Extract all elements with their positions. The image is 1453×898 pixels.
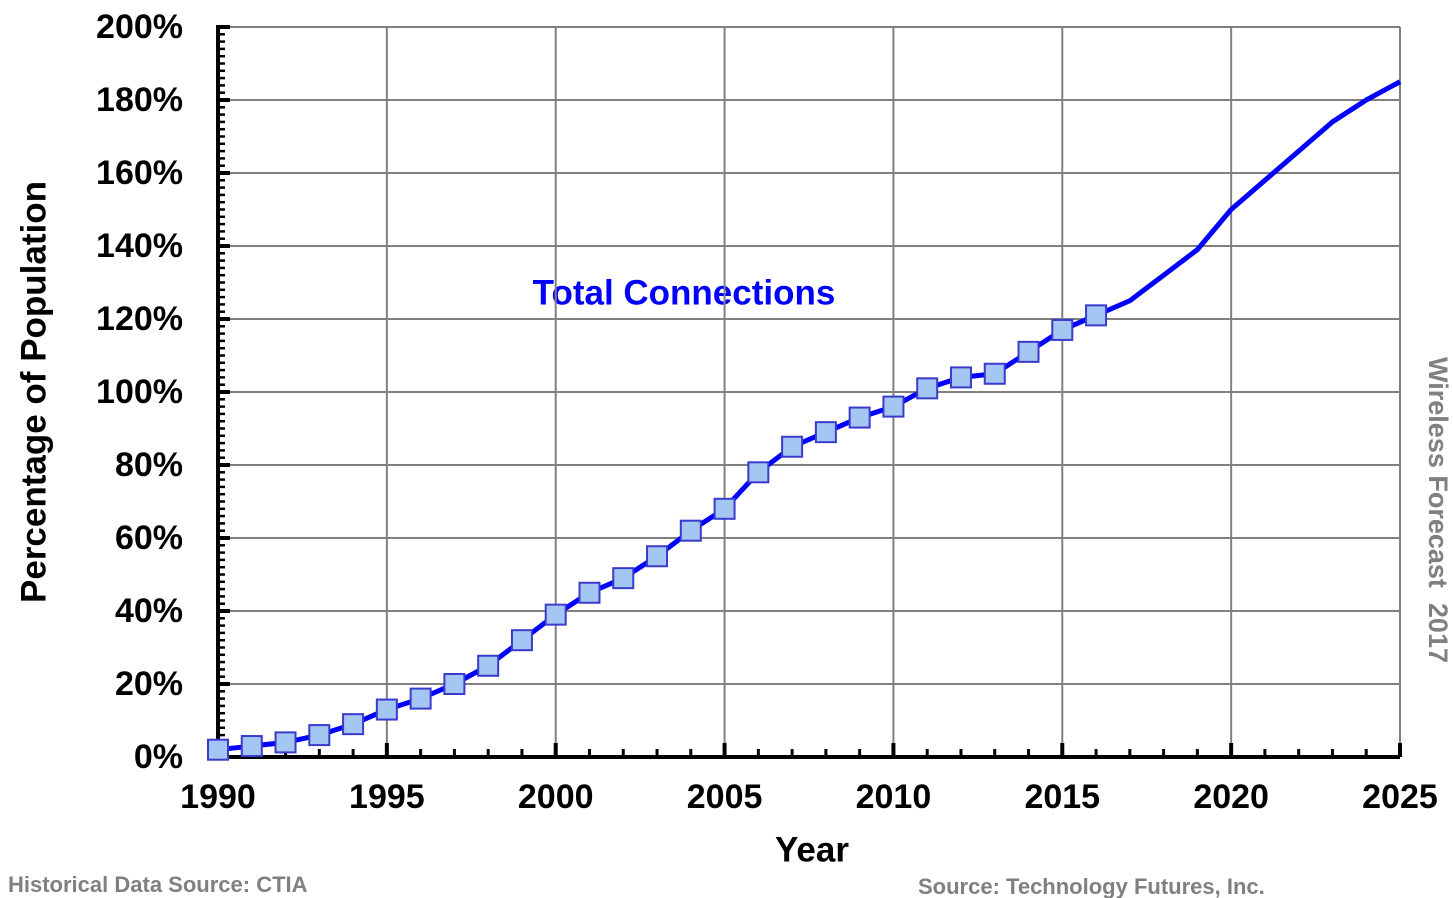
data-point [814,421,837,444]
data-point [578,581,601,604]
y-axis-title: Percentage of Population [14,181,53,603]
data-point [207,738,229,761]
y-tick-label: 200% [96,8,183,46]
y-tick-label: 120% [96,300,183,338]
data-point [477,654,500,677]
data-point [781,435,804,458]
x-axis-title: Year [775,830,849,869]
data-point [510,629,533,652]
data-point [1085,304,1108,327]
data-point [1017,340,1040,363]
y-tick-label: 140% [96,227,183,265]
y-tick-label: 180% [96,81,183,119]
data-point [679,519,702,542]
data-point [342,713,365,736]
data-point [882,395,905,418]
source-left: Historical Data Source: CTIA [8,872,308,897]
x-tick-label: 1995 [349,778,425,816]
y-tick-label: 60% [115,519,183,557]
x-tick-label: 2005 [687,778,763,816]
data-point [747,461,770,484]
data-point [646,545,669,568]
y-tick-label: 20% [115,665,183,703]
data-point [274,731,297,754]
x-tick-label: 2015 [1024,778,1100,816]
x-tick-label: 2020 [1193,778,1269,816]
data-point [848,406,871,429]
data-point [443,673,466,695]
data-point [240,735,263,758]
source-right: Source: Technology Futures, Inc. [918,874,1265,898]
data-point [544,603,567,626]
x-tick-label: 2025 [1362,778,1438,816]
side-note: Wireless Forecast 2017 [1423,357,1453,663]
x-tick-label: 1990 [180,778,256,816]
data-point [949,366,972,389]
data-point [308,724,331,747]
data-point [916,377,939,400]
data-point [1051,318,1074,341]
x-tick-label: 2000 [518,778,594,816]
x-tick-label: 2010 [856,778,932,816]
data-point [375,698,398,721]
data-point [983,362,1006,385]
data-point [713,497,736,520]
data-point [409,687,432,710]
y-tick-label: 0% [134,738,183,776]
y-tick-label: 160% [96,154,183,192]
data-point [612,567,635,590]
series-annotation: Total Connections [533,273,836,312]
y-tick-label: 80% [115,446,183,484]
y-tick-label: 100% [96,373,183,411]
y-tick-label: 40% [115,592,183,630]
series-line [1095,79,1402,318]
